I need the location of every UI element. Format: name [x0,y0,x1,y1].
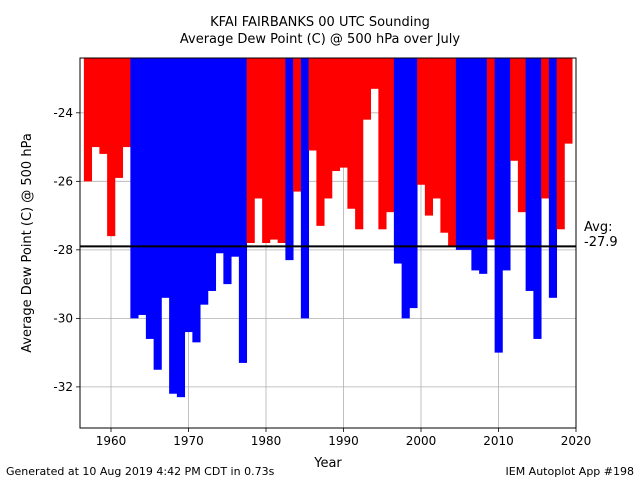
x-tick-label: 2000 [406,434,437,448]
bar-1975 [223,58,232,285]
bar-1961 [114,58,124,178]
bar-1997 [393,58,403,264]
bar-2001 [424,58,434,216]
bar-1982 [277,58,286,243]
bar-1974 [215,58,224,254]
bar-2009 [486,58,496,240]
y-tick-label: -24 [53,106,73,120]
bar-1976 [231,58,240,257]
bar-2006 [463,58,472,250]
chart-subtitle: Average Dew Point (C) @ 500 hPa over Jul… [179,32,461,47]
average-label: Avg: [584,220,613,235]
x-tick-label: 1970 [173,434,204,448]
bar-2003 [440,58,449,233]
bar-2014 [525,58,534,291]
bar-1964 [138,58,147,315]
bar-1999 [409,58,418,309]
bar-2002 [432,58,441,199]
y-tick-label: -30 [53,311,73,325]
chart-title: KFAI FAIRBANKS 00 UTC Sounding [210,15,430,30]
bar-1988 [324,58,333,199]
bar-1973 [207,58,217,291]
bar-2005 [455,58,465,250]
x-tick-label: 2010 [483,434,514,448]
x-tick-label: 1960 [96,434,127,448]
bar-1996 [386,58,395,213]
bar-1994 [370,58,379,89]
bar-1962 [122,58,131,148]
y-tick-label: -26 [53,174,73,188]
bar-1963 [130,58,139,319]
bar-1980 [262,58,271,243]
x-axis-label: Year [313,456,342,471]
plot-frame [79,57,577,429]
bar-2011 [502,58,511,271]
y-tick-label: -28 [53,243,73,257]
bar-2004 [448,58,457,247]
bar-1965 [145,58,155,339]
bar-2010 [494,58,503,353]
bar-1992 [355,58,364,230]
bar-1959 [99,58,108,154]
bar-1991 [347,58,356,209]
bar-1981 [269,58,279,240]
bar-1993 [362,58,372,120]
generated-note: Generated at 10 Aug 2019 4:42 PM CDT in … [6,465,275,478]
axes-ticks: 1960 1970 1980 1990 2000 2010 2020 -24 -26 -28 -30… [53,106,591,448]
bar-2007 [471,58,480,271]
bar-1987 [316,58,325,226]
x-tick-label: 2020 [561,434,592,448]
x-tick-label: 1990 [328,434,359,448]
bar-1995 [378,58,387,230]
bar-1966 [153,58,162,370]
y-tick-label: -32 [53,380,73,394]
bar-1985 [300,58,310,319]
bar-1960 [107,58,116,237]
bar-1977 [238,58,248,363]
bar-1971 [192,58,201,343]
bar-2019 [564,58,573,144]
bar-1983 [285,58,294,261]
bar-1998 [401,58,410,319]
app-credit: IEM Autoplot App #198 [505,465,635,478]
bar-1958 [91,58,100,148]
bar-2012 [510,58,519,161]
bar-1978 [246,58,255,243]
bar-1969 [176,58,186,398]
bars [83,58,573,398]
bar-2013 [517,58,527,213]
bar-1957 [83,58,93,182]
y-axis-label: Average Dew Point (C) @ 500 hPa [20,133,35,353]
bar-1979 [254,58,263,199]
bar-2018 [556,58,565,230]
bar-1970 [184,58,193,333]
bar-1968 [169,58,178,394]
bar-1984 [293,58,302,192]
bar-1972 [200,58,209,305]
bar-1967 [161,58,170,298]
average-value: -27.9 [584,235,618,250]
bar-1989 [331,58,341,172]
bar-2000 [417,58,426,185]
bar-2016 [541,58,550,199]
x-tick-label: 1980 [251,434,282,448]
bar-1990 [339,58,348,168]
bar-2008 [479,58,488,274]
bar-2015 [533,58,542,339]
bar-1986 [308,58,317,151]
bar-2017 [548,58,558,298]
